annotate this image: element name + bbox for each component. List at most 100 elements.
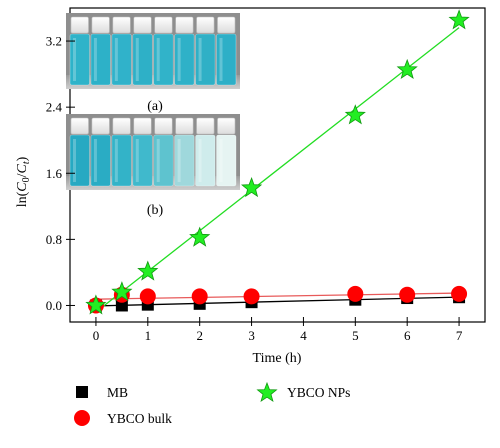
vial-highlight	[219, 38, 223, 81]
x-tick-label: 6	[404, 328, 411, 343]
point-ybco-bulk	[451, 285, 468, 302]
point-ybco-bulk	[139, 288, 156, 305]
series-markers	[85, 9, 470, 315]
point-ybco-nps	[448, 9, 470, 30]
vial-cap	[217, 16, 236, 34]
legend-label-mb: MB	[107, 385, 128, 400]
vial-body	[153, 33, 174, 86]
legend-label-ybco-bulk: YBCO bulk	[107, 411, 172, 426]
y-axis-label: ln(C0/Ct)	[15, 156, 32, 207]
point-ybco-nps	[85, 294, 107, 315]
point-ybco-bulk	[191, 288, 208, 305]
vial-highlight	[177, 38, 181, 81]
vial	[216, 16, 237, 86]
vial	[90, 117, 111, 187]
series-lines	[95, 27, 460, 313]
series-line-mb	[95, 296, 460, 307]
x-tick-label: 3	[248, 328, 255, 343]
vial-body	[216, 134, 237, 187]
legend-marker-mb	[76, 386, 88, 398]
vial-highlight	[198, 38, 202, 81]
series-line-ybco-bulk	[95, 292, 460, 300]
vial-body	[69, 134, 90, 187]
legend-item-mb: MB	[76, 385, 128, 400]
vial	[195, 117, 216, 187]
legend: MB YBCO bulk YBCO NPs	[74, 381, 350, 426]
vial-body	[132, 33, 153, 86]
vial	[132, 16, 153, 86]
inset-photo-b	[66, 114, 240, 190]
vial-highlight	[114, 38, 118, 81]
vial-cap	[70, 117, 89, 135]
vial-cap	[91, 16, 110, 34]
x-tick-label: 4	[300, 328, 307, 343]
vial-cap	[196, 117, 215, 135]
vial	[90, 16, 111, 86]
vial-highlight	[73, 38, 76, 81]
vial-cap	[217, 117, 236, 135]
vial	[69, 117, 90, 187]
vial-cap	[133, 117, 152, 135]
vial-cap	[196, 16, 215, 34]
point-ybco-nps	[111, 281, 133, 302]
x-tick-label: 1	[145, 328, 152, 343]
vial-body	[111, 134, 132, 187]
vial-body	[132, 134, 153, 187]
point-mb	[115, 299, 128, 312]
x-tick-label: 5	[352, 328, 359, 343]
vial	[111, 117, 132, 187]
point-ybco-bulk	[243, 288, 260, 305]
x-axis-ticks: 0 1 2 3 4 5 6 7	[93, 317, 463, 343]
vial-cap	[154, 117, 173, 135]
x-tick-label: 7	[456, 328, 463, 343]
legend-marker-ybco-nps	[256, 381, 278, 403]
vial-highlight	[93, 38, 97, 81]
y-tick-label: 1.6	[46, 166, 63, 181]
vial-highlight	[219, 139, 223, 182]
vial-body	[174, 33, 195, 86]
vial-highlight	[177, 139, 181, 182]
vial-body	[153, 134, 174, 187]
vial-highlight	[135, 139, 139, 182]
vial-body	[216, 33, 237, 86]
x-axis-label: Time (h)	[253, 351, 302, 366]
vial-body	[90, 134, 111, 187]
vial	[174, 117, 195, 187]
vial-body	[195, 134, 216, 187]
inset-label-a: (a)	[147, 99, 163, 114]
vial-highlight	[156, 139, 160, 182]
vial-cap	[112, 117, 131, 135]
vial-highlight	[114, 139, 118, 182]
point-ybco-bulk	[347, 285, 364, 302]
vial-body	[174, 134, 195, 187]
vial	[216, 117, 237, 187]
point-ybco-nps	[137, 260, 159, 281]
vial-body	[111, 33, 132, 86]
x-tick-label: 0	[93, 328, 100, 343]
point-ybco-nps	[241, 176, 263, 198]
vial-highlight	[93, 139, 97, 182]
point-ybco-nps	[396, 58, 418, 80]
point-ybco-nps	[189, 226, 211, 247]
point-ybco-nps	[344, 104, 366, 125]
y-tick-label: 3.2	[46, 34, 62, 49]
vial-highlight	[156, 38, 160, 81]
vial-cap	[112, 16, 131, 34]
vial-cap	[175, 117, 194, 135]
y-tick-label: 0.8	[46, 232, 62, 247]
vial-cap	[154, 16, 173, 34]
y-axis-ticks: 0.0 0.8 1.6 2.4 3.2	[46, 34, 75, 313]
vial	[132, 117, 153, 187]
vial-body	[195, 33, 216, 86]
legend-label-ybco-nps: YBCO NPs	[287, 385, 350, 400]
series-line-ybco-nps	[95, 27, 460, 313]
vial-cap	[133, 16, 152, 34]
vial-highlight	[73, 139, 76, 182]
vial	[195, 16, 216, 86]
vial-body	[90, 33, 111, 86]
vial	[153, 16, 174, 86]
legend-item-ybco-nps: YBCO NPs	[256, 381, 350, 403]
inset-label-b: (b)	[147, 203, 164, 218]
vial-highlight	[198, 139, 202, 182]
